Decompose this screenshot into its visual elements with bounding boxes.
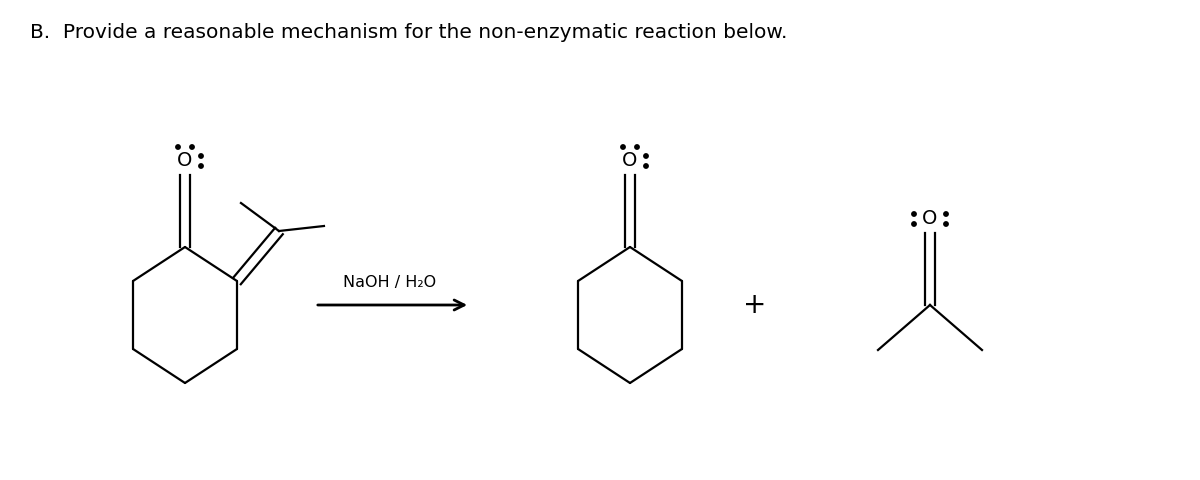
Circle shape: [643, 164, 648, 168]
Text: B.  Provide a reasonable mechanism for the non-enzymatic reaction below.: B. Provide a reasonable mechanism for th…: [30, 23, 787, 41]
Circle shape: [943, 212, 948, 216]
Circle shape: [912, 212, 917, 216]
Circle shape: [943, 222, 948, 226]
Circle shape: [620, 145, 625, 149]
Circle shape: [176, 145, 180, 149]
Circle shape: [643, 154, 648, 158]
Circle shape: [190, 145, 194, 149]
Circle shape: [635, 145, 640, 149]
Text: O: O: [178, 152, 193, 170]
Circle shape: [199, 154, 203, 158]
Text: O: O: [623, 152, 637, 170]
Text: +: +: [743, 291, 767, 319]
Text: NaOH / H₂O: NaOH / H₂O: [343, 276, 437, 290]
Circle shape: [912, 222, 917, 226]
Text: O: O: [923, 209, 937, 228]
Circle shape: [199, 164, 203, 168]
